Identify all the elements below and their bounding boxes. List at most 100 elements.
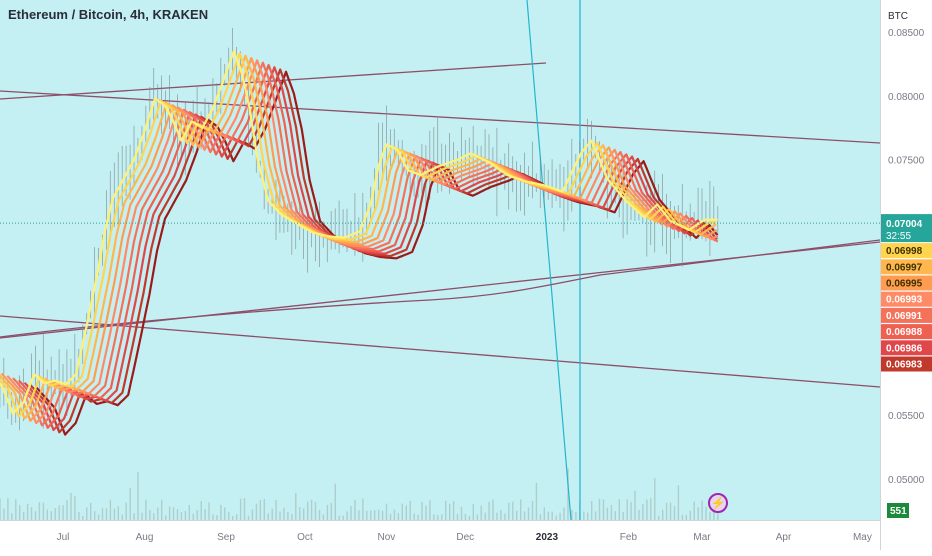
volume-bar: [665, 502, 668, 520]
volume-bar: [307, 501, 309, 520]
y-tick-label: 0.08000: [888, 92, 925, 103]
x-tick-label: Dec: [456, 532, 474, 543]
x-tick-label: 2023: [536, 532, 559, 543]
trendline[interactable]: [0, 62, 547, 100]
volume-bar: [539, 514, 542, 520]
ema-line: [0, 56, 718, 422]
volume-bar: [326, 504, 329, 520]
volume-bar: [303, 508, 305, 520]
volume-bar: [3, 508, 5, 520]
volume-bar: [468, 515, 471, 520]
ema-line: [23, 66, 717, 432]
volume-bar: [437, 515, 439, 520]
ema-line: [6, 59, 718, 425]
volume-bar: [94, 511, 96, 520]
time-axis[interactable]: Jul Aug Sep Oct Nov Dec 2023 Feb Mar Apr May: [0, 520, 880, 550]
volume-bar: [137, 472, 139, 520]
volume-bar: [224, 507, 226, 520]
volume-bar: [397, 513, 400, 520]
volume-bar: [464, 513, 467, 520]
volume-bar: [180, 512, 183, 520]
volume-bar: [642, 504, 644, 520]
volume-bar: [385, 503, 388, 520]
volume-bar: [705, 506, 707, 520]
volume-bar: [192, 513, 194, 520]
x-tick-label: Sep: [217, 532, 235, 543]
volume-bar: [243, 498, 246, 520]
volume-bar: [547, 511, 549, 520]
volume-bar: [638, 509, 640, 520]
volume-bar: [350, 505, 352, 520]
volume-bar: [622, 511, 624, 520]
volume-bar: [697, 507, 699, 520]
y-tick-label: 0.05000: [888, 475, 925, 486]
plot-area[interactable]: Ethereum / Bitcoin, 4h, KRAKEN ⚡: [0, 0, 880, 520]
volume-bar: [449, 503, 451, 520]
volume-bar: [66, 500, 68, 520]
volume-bar: [630, 502, 632, 520]
volume-bar: [23, 512, 25, 520]
volume-bar: [101, 508, 104, 520]
ema-value-label: [881, 275, 932, 291]
volume-bar: [204, 509, 206, 520]
price-scale[interactable]: BTC 0.05000 0.05500 0.07500 0.08000 0.08500 0.…: [880, 0, 932, 550]
volume-bar: [476, 514, 478, 520]
ema-line: [0, 52, 716, 418]
volume-bar: [689, 510, 691, 520]
volume-bar: [512, 501, 514, 520]
volume-bar: [54, 508, 56, 520]
ema-line: [17, 63, 717, 429]
trendline[interactable]: [526, 0, 572, 520]
trendline[interactable]: [0, 90, 880, 144]
volume-bar: [496, 512, 498, 520]
volume-bar: [488, 501, 490, 520]
time-axis-canvas: Jul Aug Sep Oct Nov Dec 2023 Feb Mar Apr May: [57, 532, 872, 543]
volume-bar: [606, 507, 609, 520]
volume-bar: [200, 501, 202, 520]
volume-bar: [433, 514, 435, 520]
price-scale-unit: BTC: [888, 11, 908, 22]
volume-bar: [575, 512, 577, 520]
volume-bar: [125, 502, 127, 520]
bolt-icon[interactable]: ⚡: [708, 493, 728, 513]
x-tick-label: May: [853, 532, 872, 543]
volume-bar: [673, 506, 676, 520]
y-tick-label: 0.07500: [888, 156, 925, 167]
volume-bar: [543, 507, 545, 520]
volume-bar: [310, 499, 313, 520]
volume-bar: [239, 498, 242, 520]
ema-value-label: [881, 356, 932, 372]
volume-bar: [409, 500, 411, 520]
volume-bar: [346, 511, 348, 520]
volume-bar: [559, 512, 561, 520]
trendline[interactable]: [0, 315, 880, 388]
volume-bar: [58, 505, 60, 520]
volume-bar: [685, 514, 687, 520]
trendline-curve[interactable]: [0, 239, 880, 338]
ema-line: [0, 50, 718, 415]
volume-bar: [658, 515, 660, 520]
x-tick-label: Feb: [620, 532, 638, 543]
y-tick-label: 0.05500: [888, 411, 925, 422]
volume-bar: [381, 510, 384, 520]
volume-bar: [591, 501, 593, 520]
volume-bar: [405, 505, 407, 520]
volume-bar: [322, 514, 325, 520]
volume-bar: [662, 509, 664, 520]
volume-bar: [247, 515, 250, 520]
volume-bar: [602, 499, 605, 520]
volume-bar: [188, 504, 190, 520]
volume-bar: [571, 509, 573, 520]
chart-title: Ethereum / Bitcoin, 4h, KRAKEN: [8, 7, 209, 22]
volume-bar: [26, 503, 29, 520]
volume-bar: [7, 498, 9, 520]
ema-value-text: 0.06993: [886, 295, 923, 306]
volume-bar: [626, 499, 628, 520]
volume-bar: [650, 498, 652, 520]
volume-bar: [669, 502, 672, 520]
volume-bar: [362, 498, 364, 520]
volume-badge-value: 551: [890, 506, 907, 517]
volume-badge: [887, 503, 909, 518]
volume-bar: [220, 504, 222, 520]
volume-bar: [15, 499, 17, 520]
